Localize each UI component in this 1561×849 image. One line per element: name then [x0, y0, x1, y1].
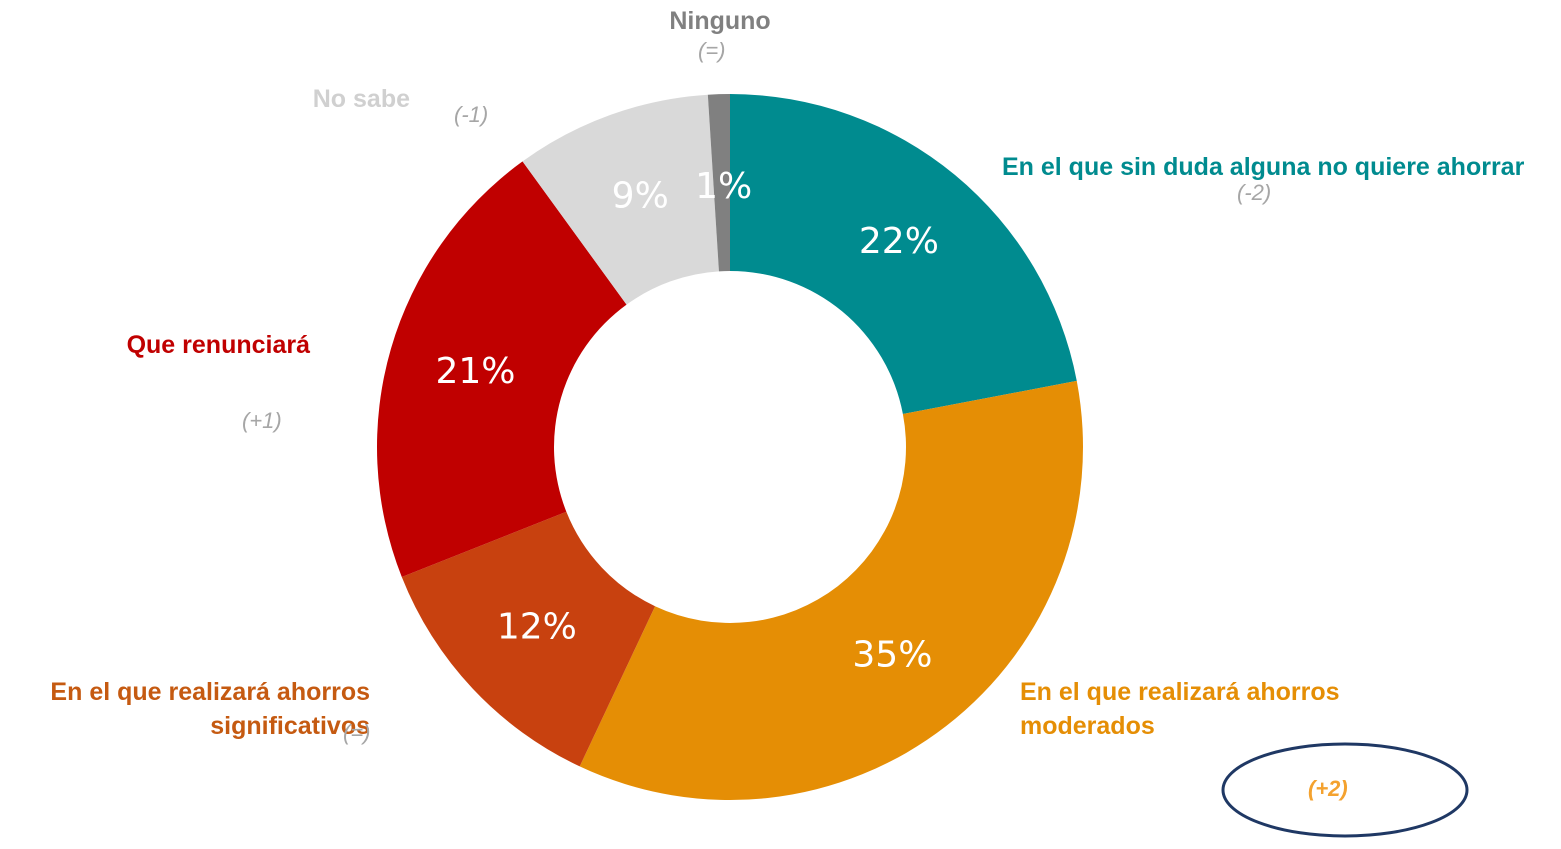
value-label: 12% — [497, 606, 577, 647]
highlight-ellipse — [1221, 742, 1469, 838]
category-label: No sabe — [312, 85, 410, 113]
slice — [579, 380, 1084, 801]
value-label: 9% — [612, 176, 669, 217]
value-label: 21% — [436, 351, 516, 392]
category-label: En el que realizará ahorros significativ… — [50, 678, 370, 740]
slice — [401, 511, 656, 767]
category-label: Que renunciará — [126, 331, 310, 359]
category-label: En el que realizará ahorros moderados — [1020, 678, 1340, 740]
slice — [730, 94, 1077, 415]
change-label: (+1) — [242, 408, 282, 433]
slice — [522, 94, 719, 305]
change-label: (-2) — [1237, 180, 1272, 205]
slice — [376, 161, 627, 577]
change-label: (-1) — [454, 102, 489, 127]
value-label: 35% — [852, 634, 932, 675]
value-label: 22% — [859, 221, 939, 262]
category-label: Ninguno — [669, 7, 771, 35]
slice — [707, 94, 730, 272]
change-label: (=) — [698, 38, 726, 63]
change-label: (+2) — [1308, 776, 1348, 801]
category-label: En el que sin duda alguna no quiere ahor… — [1002, 153, 1525, 181]
value-label: 1% — [695, 166, 752, 207]
change-label: (=) — [343, 720, 371, 745]
